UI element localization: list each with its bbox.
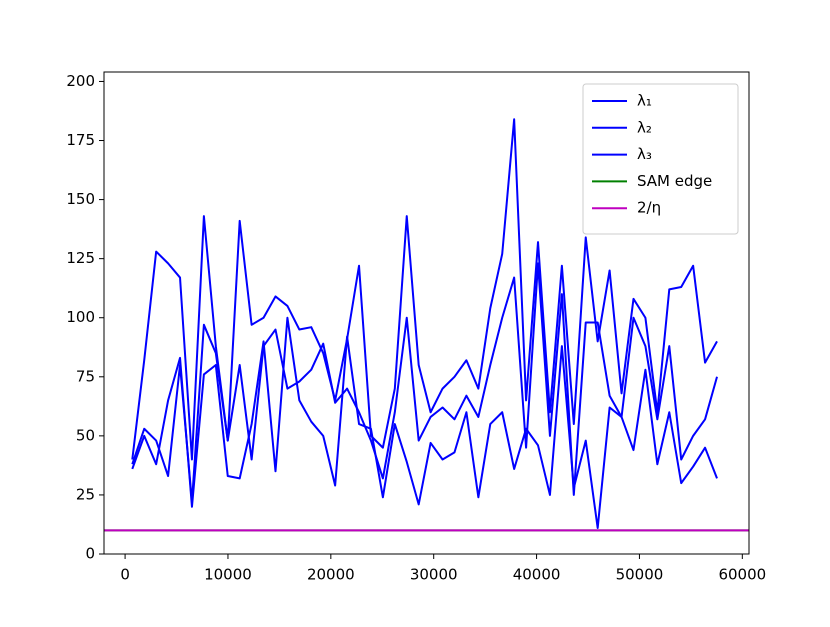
y-tick-label: 175 [66, 131, 95, 149]
legend-label: λ₃ [637, 145, 652, 163]
y-tick-label: 200 [66, 72, 95, 90]
y-tick-label: 25 [76, 485, 95, 503]
plot-frame [103, 71, 750, 555]
x-tick-label: 50000 [616, 566, 664, 584]
x-tick-label: 10000 [204, 566, 252, 584]
x-tick-label: 30000 [410, 566, 458, 584]
y-tick-label: 150 [66, 190, 95, 208]
x-tick-label: 60000 [718, 566, 766, 584]
x-tick-label: 0 [120, 566, 130, 584]
legend-box [582, 83, 739, 235]
x-tick-label: 40000 [513, 566, 561, 584]
y-tick-label: 0 [85, 545, 95, 563]
legend-label: λ₂ [637, 118, 652, 136]
series-line [131, 316, 718, 530]
y-tick-label: 125 [66, 249, 95, 267]
x-tick-label: 20000 [307, 566, 355, 584]
series-line [131, 262, 718, 504]
y-tick-label: 50 [76, 426, 95, 444]
y-tick-label: 100 [66, 308, 95, 326]
series-line [131, 118, 718, 461]
legend-label: λ₁ [637, 92, 652, 110]
y-tick-label: 75 [76, 367, 95, 385]
legend-label: 2/η [637, 199, 661, 217]
legend-label: SAM edge [637, 172, 712, 190]
